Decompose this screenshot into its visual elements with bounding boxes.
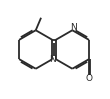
Text: N: N xyxy=(49,55,56,64)
Text: O: O xyxy=(85,74,92,83)
Text: N: N xyxy=(70,23,76,32)
